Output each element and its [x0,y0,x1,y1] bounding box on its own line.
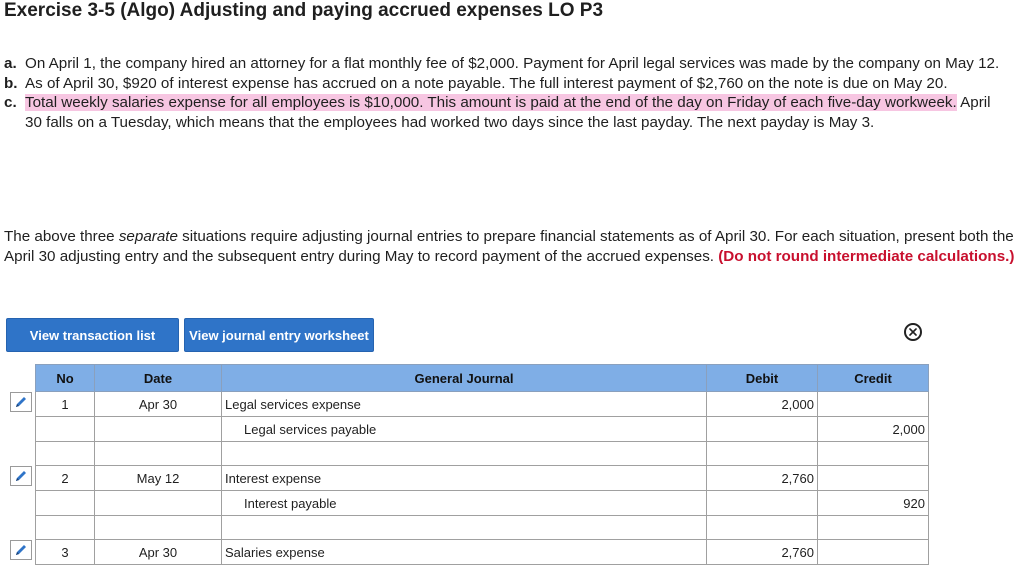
cell-account [221,515,707,540]
cell-account-text: Interest payable [244,495,337,511]
cell-date [94,416,222,442]
cell-credit [817,391,929,417]
cell-debit: 2,760 [706,539,818,565]
table-row: Legal services payable 2,000 [35,416,929,442]
cell-account: Interest expense [221,465,707,491]
cell-credit [817,539,929,565]
pencil-icon[interactable] [10,392,32,412]
pencil-icon[interactable] [10,540,32,560]
cell-no [35,416,95,442]
cell-no: 2 [35,465,95,491]
table-row: 3 Apr 30 Salaries expense 2,760 [35,539,929,565]
cell-account [221,441,707,466]
table-row [35,515,929,540]
cell-credit: 920 [817,490,929,516]
highlighted-text: Total weekly salaries expense for all em… [25,94,957,111]
question-letter: a. [4,55,17,72]
cell-date: Apr 30 [94,391,222,417]
instructions-emphasis: separate [118,228,178,245]
header-date: Date [94,364,222,392]
cell-account-text: Legal services payable [244,421,377,437]
cell-account: Legal services expense [221,391,707,417]
rounding-note: (Do not round intermediate calculations.… [718,247,1015,265]
question-letter: b. [4,74,18,92]
cell-credit [817,441,929,466]
cell-account: Interest payable [221,490,707,516]
view-transaction-list-button[interactable]: View transaction list [6,318,179,352]
cell-no [35,515,95,540]
instructions-part2: situations require adjusting journal ent… [4,228,1014,265]
table-header-row: No Date General Journal Debit Credit [35,364,929,392]
question-letter: c. [4,94,17,111]
table-row: 2 May 12 Interest expense 2,760 [35,465,929,491]
view-journal-entry-worksheet-button[interactable]: View journal entry worksheet [184,318,374,352]
question-text: As of April 30, $920 of interest expense… [25,74,948,92]
question-c: c. Total weekly salaries expense for all… [4,93,1004,132]
cell-account: Legal services payable [221,416,707,442]
cell-debit: 2,760 [706,465,818,491]
instructions-part1: The above three [4,228,119,245]
cell-no: 1 [35,391,95,417]
cell-debit [706,441,818,466]
header-debit: Debit [706,364,818,392]
instructions: The above three separate situations requ… [4,227,1016,266]
table-row: Interest payable 920 [35,490,929,516]
cell-debit [706,515,818,540]
header-credit: Credit [817,364,929,392]
cell-debit [706,490,818,516]
cell-no [35,490,95,516]
journal-table: No Date General Journal Debit Credit 1 A… [35,364,929,565]
cell-credit [817,465,929,491]
cell-date [94,490,222,516]
table-row [35,441,929,466]
header-general-journal: General Journal [221,364,707,392]
table-row: 1 Apr 30 Legal services expense 2,000 [35,391,929,417]
cell-date: May 12 [94,465,222,491]
question-a: a. On April 1, the company hired an atto… [4,54,1004,74]
question-list: a. On April 1, the company hired an atto… [4,54,1004,132]
cell-debit [706,416,818,442]
cell-credit [817,515,929,540]
cell-date [94,515,222,540]
exercise-title: Exercise 3-5 (Algo) Adjusting and paying… [4,0,604,21]
cell-account: Salaries expense [221,539,707,565]
cell-credit: 2,000 [817,416,929,442]
question-text: Total weekly salaries expense for all em… [25,93,1004,132]
pencil-icon[interactable] [10,466,32,486]
cell-no: 3 [35,539,95,565]
cell-debit: 2,000 [706,391,818,417]
cell-date [94,441,222,466]
header-no: No [35,364,95,392]
cell-date: Apr 30 [94,539,222,565]
close-icon[interactable] [904,323,922,341]
cell-no [35,441,95,466]
question-text: On April 1, the company hired an attorne… [25,55,1000,72]
question-text-rest: April 30 falls on a Tuesday, which means… [25,94,991,131]
question-b: b. As of April 30, $920 of interest expe… [4,74,1004,94]
